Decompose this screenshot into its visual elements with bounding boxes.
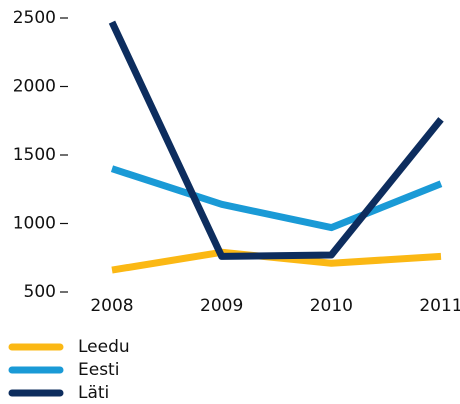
y-tick-label: 2000: [13, 77, 56, 97]
y-tick-label: 1000: [13, 214, 56, 234]
x-tick-label: 2009: [200, 296, 243, 316]
x-tick-label: 2011: [419, 296, 460, 316]
x-tick-label: 2008: [90, 296, 133, 316]
y-tick-label: 500: [24, 282, 56, 302]
legend-label: Leedu: [78, 337, 130, 357]
x-tick-label: 2010: [310, 296, 353, 316]
series-line: [108, 20, 444, 260]
y-tick-label: 1500: [13, 145, 56, 165]
series-line: [110, 165, 443, 232]
legend-label: Läti: [78, 383, 109, 403]
legend-label: Eesti: [78, 360, 119, 380]
y-tick-label: 2500: [13, 8, 56, 28]
